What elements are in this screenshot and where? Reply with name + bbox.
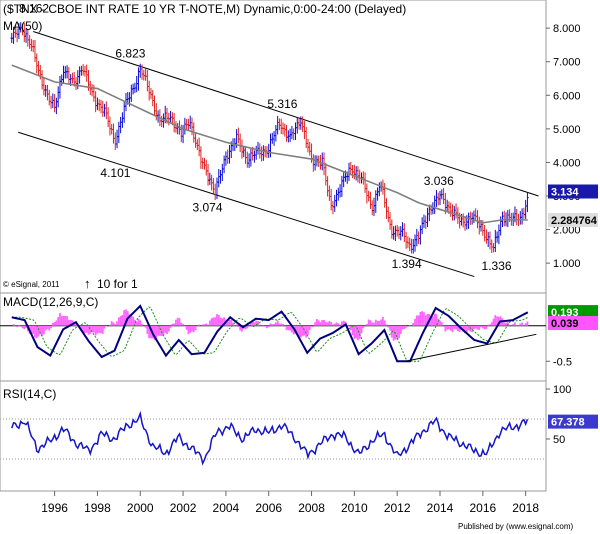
price-y-tick-label: 7.000 [553, 57, 581, 69]
split-note: 10 for 1 [97, 277, 138, 291]
x-tick-label: 2002 [170, 501, 197, 515]
x-tick-label: 2000 [127, 501, 154, 515]
price-plot: 8.162 6.823 5.316 4.101 3.074 3.036 1.394 1.336 [10, 2, 539, 278]
channel-upper-line [33, 31, 539, 197]
macd-line [11, 304, 529, 363]
peak-label: 3.074 [192, 201, 222, 215]
rsi-last-label: 67.378 [551, 417, 585, 429]
macd-last-label-bg [548, 305, 598, 320]
peak-label: 8.162 [19, 2, 49, 16]
last-price-label-bg [548, 184, 598, 199]
peak-label: 1.336 [482, 259, 512, 273]
ma-last-label: 2.284764 [551, 215, 598, 227]
peak-label: 5.316 [267, 97, 297, 111]
channel-lower-line [18, 131, 475, 278]
rsi-last-label-bg [548, 414, 598, 429]
price-y-tick-label: 6.000 [553, 90, 581, 102]
x-tick-label: 2004 [213, 501, 240, 515]
ma-legend-tail: 0) [32, 19, 43, 33]
rsi-panel[interactable] [0, 380, 547, 492]
chart-title: ($TNX - CBOE INT RATE 10 YR T-NOTE,M) Dy… [3, 2, 406, 16]
rsi-y-tick-label: 100 [553, 384, 571, 396]
signal-last-label: 0.039 [551, 318, 579, 330]
axis-labels: 8.0007.0006.0005.0004.0003.0002.0001.000… [41, 23, 598, 515]
x-tick-label: 2018 [512, 501, 539, 515]
peak-label: 3.036 [424, 174, 454, 188]
ma-legend: MA(50) [3, 19, 42, 33]
price-y-tick-label: 5.000 [553, 124, 581, 136]
publisher-note: Published by (www.esignal.com) [458, 522, 573, 531]
price-axis-area [546, 0, 600, 491]
x-tick-label: 2006 [255, 501, 282, 515]
x-tick-label: 2014 [427, 501, 454, 515]
rsi-y-tick-label: 50 [553, 434, 565, 446]
x-tick-label: 1998 [84, 501, 111, 515]
peak-label: 1.394 [392, 257, 422, 271]
price-y-tick-label: 4.000 [553, 157, 581, 169]
rsi-plot [0, 410, 546, 466]
price-panel[interactable] [0, 0, 547, 294]
last-price-label: 3.134 [551, 187, 579, 199]
macd-plot [0, 304, 546, 363]
macd-y-tick-label: -0.5 [553, 356, 572, 368]
ma50-line [11, 64, 528, 224]
ma-last-label-bg [548, 213, 598, 228]
x-tick-label: 2012 [384, 501, 411, 515]
rsi-legend: RSI(14,C) [3, 387, 56, 401]
split-arrow-icon: ↑ [84, 276, 91, 291]
x-tick-label: 2016 [469, 501, 496, 515]
x-tick-label: 1996 [41, 501, 68, 515]
x-tick-label: 2010 [341, 501, 368, 515]
price-y-tick-label: 8.000 [553, 23, 581, 35]
esignal-copyright: © eSignal, 2011 [3, 280, 60, 289]
macd-trendline [405, 333, 537, 362]
signal-last-label-bg [548, 316, 598, 331]
ma-legend-head: MA(5 [3, 19, 32, 33]
rsi-line [11, 410, 529, 466]
price-y-tick-label: 2.000 [553, 225, 581, 237]
peak-label: 4.101 [100, 166, 130, 180]
macd-panel[interactable] [0, 292, 547, 382]
macd-legend: MACD(12,26,9,C) [3, 295, 98, 309]
price-y-tick-label: 1.000 [553, 258, 581, 270]
peak-label: 6.823 [115, 47, 145, 61]
x-tick-label: 2008 [298, 501, 325, 515]
